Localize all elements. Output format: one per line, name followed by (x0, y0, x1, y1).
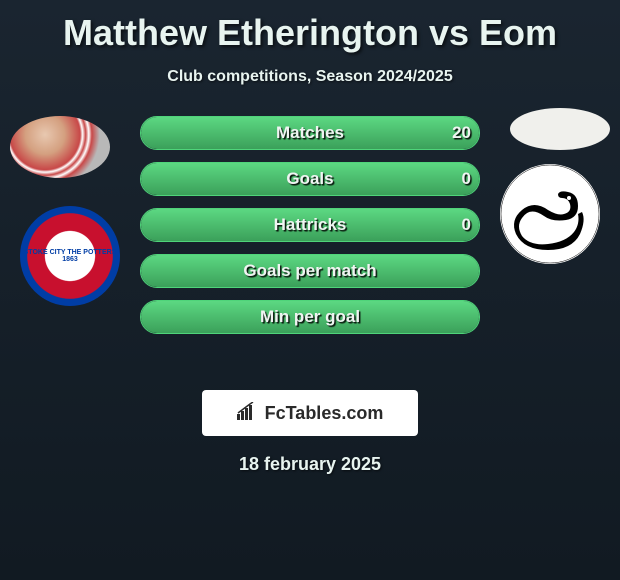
stat-value-left: 0 (462, 215, 471, 235)
stoke-badge: STOKE CITY THE POTTERS 1863 (20, 206, 120, 306)
stat-bar: Goals per match (140, 254, 480, 288)
player-right-photo (510, 108, 610, 150)
stat-bars: Matches 20 Goals 0 Hattricks 0 Goals per… (140, 116, 480, 346)
subtitle: Club competitions, Season 2024/2025 (0, 68, 620, 86)
stat-label: Matches (141, 123, 479, 143)
comparison-content: STOKE CITY THE POTTERS 1863 Matches 20 G… (0, 116, 620, 376)
club-logo-right (500, 164, 600, 264)
stat-label: Goals (141, 169, 479, 189)
swan-icon (500, 164, 600, 264)
swansea-badge (500, 164, 600, 264)
stat-label: Min per goal (141, 307, 479, 327)
stat-bar: Hattricks 0 (140, 208, 480, 242)
date-text: 18 february 2025 (0, 454, 620, 475)
branding-text: FcTables.com (265, 403, 384, 424)
stat-bar: Matches 20 (140, 116, 480, 150)
stat-bar: Goals 0 (140, 162, 480, 196)
stat-value-left: 20 (452, 123, 471, 143)
page-title: Matthew Etherington vs Eom (0, 0, 620, 54)
stoke-badge-text: STOKE CITY THE POTTERS 1863 (20, 249, 120, 263)
chart-icon (237, 402, 259, 425)
stat-bar: Min per goal (140, 300, 480, 334)
stat-label: Hattricks (141, 215, 479, 235)
stat-label: Goals per match (141, 261, 479, 281)
club-logo-left: STOKE CITY THE POTTERS 1863 (20, 206, 120, 306)
branding-badge: FcTables.com (202, 390, 418, 436)
player-left-photo (10, 116, 110, 178)
stat-value-left: 0 (462, 169, 471, 189)
